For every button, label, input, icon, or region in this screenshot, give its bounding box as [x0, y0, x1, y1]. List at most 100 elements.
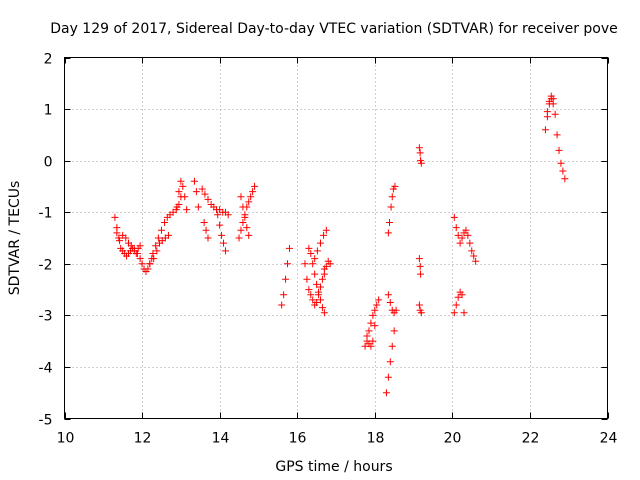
data-point	[136, 242, 144, 250]
data-point	[237, 226, 245, 234]
data-point	[369, 337, 377, 345]
data-point	[150, 255, 158, 263]
series-arc8	[200, 219, 212, 242]
data-point	[313, 247, 321, 255]
data-point	[555, 146, 563, 154]
data-point	[415, 144, 423, 152]
data-point	[326, 260, 334, 268]
data-point	[417, 309, 425, 317]
data-point	[320, 270, 328, 278]
data-point	[164, 231, 172, 239]
data-point	[365, 327, 373, 335]
data-points	[111, 92, 569, 397]
series-arc26	[450, 213, 480, 265]
data-point	[458, 291, 466, 299]
y-tick-labels: -5 -4 -3 -2 -1 0 1 2	[39, 52, 53, 429]
grid	[64, 57, 608, 419]
data-point	[309, 296, 317, 304]
data-point	[307, 291, 315, 299]
data-point	[363, 332, 371, 340]
data-point	[301, 260, 309, 268]
series-arc6	[190, 177, 202, 211]
data-point	[541, 126, 549, 134]
data-point	[220, 239, 228, 247]
data-point	[384, 373, 392, 381]
data-point	[384, 229, 392, 237]
data-point	[316, 283, 324, 291]
y-tick-label: 0	[44, 155, 53, 171]
series-arc3	[146, 193, 185, 268]
data-point	[243, 224, 251, 232]
data-point	[416, 149, 424, 157]
series-arc19	[382, 327, 398, 397]
data-point	[392, 306, 400, 314]
x-tick-label: 20	[444, 431, 462, 447]
series-arc12	[278, 244, 293, 309]
data-point	[282, 275, 290, 283]
data-point	[201, 190, 209, 198]
y-axis-label: SDTVAR / TECUs	[7, 181, 23, 296]
data-point	[194, 203, 202, 211]
data-point	[181, 193, 189, 201]
series-arc23	[415, 255, 425, 278]
data-point	[320, 309, 328, 317]
data-point	[390, 327, 398, 335]
data-point	[468, 247, 476, 255]
data-point	[146, 260, 154, 268]
data-point	[285, 244, 293, 252]
data-point	[553, 131, 561, 139]
series-arc18	[363, 322, 379, 350]
x-tick-labels: 10 12 14 16 18 20 22 24	[57, 431, 618, 447]
data-point	[551, 110, 559, 118]
data-point	[111, 213, 119, 221]
data-point	[561, 175, 569, 183]
y-tick-label: -5	[39, 413, 53, 429]
data-point	[200, 219, 208, 227]
data-point	[152, 242, 160, 250]
data-point	[388, 342, 396, 350]
data-point	[224, 211, 232, 219]
data-point	[173, 203, 181, 211]
data-point	[369, 311, 377, 319]
series-arc11	[237, 193, 253, 239]
data-point	[311, 255, 319, 263]
data-point	[452, 301, 460, 309]
axis-ticks	[64, 57, 609, 420]
series-arc14	[305, 244, 328, 317]
data-point	[247, 193, 255, 201]
data-point	[557, 159, 565, 167]
data-point	[454, 231, 462, 239]
series-arc25	[450, 288, 468, 317]
series-arc7	[198, 185, 232, 219]
data-point	[382, 389, 390, 397]
data-point	[559, 167, 567, 175]
data-point	[245, 198, 253, 206]
x-tick-label: 14	[212, 431, 230, 447]
data-point	[204, 234, 212, 242]
x-tick-label: 24	[600, 431, 618, 447]
data-point	[239, 203, 247, 211]
data-point	[237, 193, 245, 201]
data-point	[375, 296, 383, 304]
data-point	[387, 203, 395, 211]
series-arc5	[173, 177, 191, 214]
data-point	[316, 296, 324, 304]
y-tick-label: 1	[44, 103, 53, 119]
x-tick-label: 16	[289, 431, 307, 447]
series-arc27	[541, 92, 569, 183]
data-point	[175, 188, 183, 196]
data-point	[284, 260, 292, 268]
data-point	[373, 301, 381, 309]
data-point	[458, 234, 466, 242]
series-arc4	[150, 231, 172, 263]
data-point	[235, 234, 243, 242]
data-point	[318, 304, 326, 312]
data-point	[371, 306, 379, 314]
y-tick-label: -4	[39, 361, 53, 377]
data-point	[249, 188, 257, 196]
x-tick-label: 10	[57, 431, 75, 447]
data-point	[116, 237, 124, 245]
data-point	[386, 298, 394, 306]
data-point	[472, 257, 480, 265]
